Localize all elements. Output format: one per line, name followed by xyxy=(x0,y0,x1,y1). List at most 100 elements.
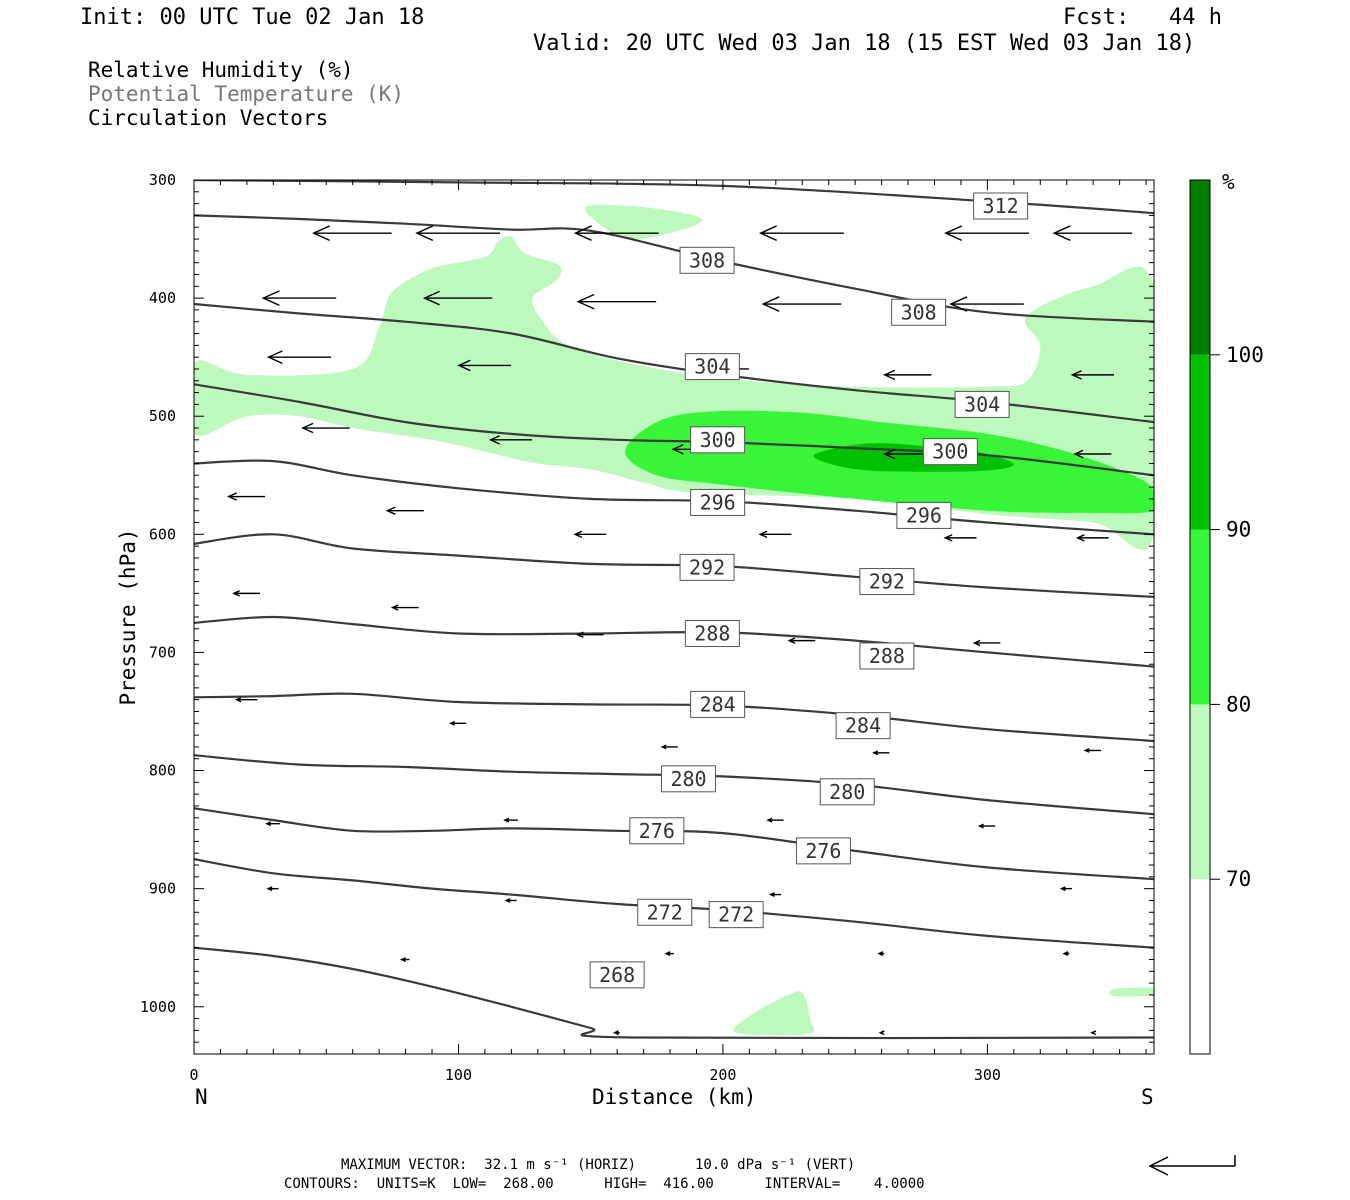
y-tick-label: 500 xyxy=(149,407,176,425)
wind-vector xyxy=(1090,1030,1097,1036)
colorbar-tick-label: 90 xyxy=(1226,518,1251,542)
wind-vector xyxy=(301,422,350,434)
isentrope-label-280: 280 xyxy=(819,778,875,806)
reference-vector-icon xyxy=(1148,1155,1236,1176)
y-tick-label: 600 xyxy=(149,525,176,543)
isentrope-contours xyxy=(194,180,1154,1040)
isentrope-label-300: 300 xyxy=(922,438,978,466)
wind-vector xyxy=(1070,370,1114,380)
isentrope-292 xyxy=(194,533,1154,598)
x-tick-label: 300 xyxy=(974,1066,1001,1084)
colorbar-tick-label: 80 xyxy=(1226,692,1251,716)
isentrope-label-304: 304 xyxy=(684,353,740,381)
wind-vector xyxy=(265,821,280,827)
wind-vector xyxy=(1059,886,1072,892)
svg-text:276: 276 xyxy=(639,819,675,843)
colorbar-tick-label: 100 xyxy=(1226,343,1264,367)
isentrope-label-308: 308 xyxy=(679,246,735,274)
wind-vector xyxy=(768,892,782,897)
svg-text:308: 308 xyxy=(689,248,725,272)
svg-text:276: 276 xyxy=(805,839,841,863)
wind-vector xyxy=(660,744,678,750)
wind-vector xyxy=(399,957,410,962)
wind-vector xyxy=(311,225,392,241)
x-axis-right-end-label: S xyxy=(1141,1085,1154,1109)
y-tick-label: 800 xyxy=(149,762,176,780)
wind-vector xyxy=(457,359,511,372)
svg-text:284: 284 xyxy=(700,692,736,716)
x-axis-title: Distance (km) xyxy=(592,1085,757,1109)
svg-text:292: 292 xyxy=(689,555,725,579)
svg-text:288: 288 xyxy=(869,644,905,668)
isentrope-label-292: 292 xyxy=(859,568,915,596)
wind-vector xyxy=(872,750,890,756)
wind-vector xyxy=(1073,449,1112,459)
wind-vector xyxy=(1075,534,1109,542)
wind-vector xyxy=(266,350,331,364)
wind-vector xyxy=(758,225,844,241)
wind-vector xyxy=(226,492,266,501)
wind-vector xyxy=(944,225,1029,241)
wind-vector xyxy=(390,604,419,611)
isentrope-label-292: 292 xyxy=(679,553,735,581)
wind-vector xyxy=(261,290,337,306)
svg-text:272: 272 xyxy=(647,900,683,924)
wind-vector xyxy=(266,886,279,892)
colorbar: 70 80 90 100 xyxy=(1189,179,1264,1055)
svg-text:284: 284 xyxy=(845,714,881,738)
wind-vector xyxy=(882,369,932,381)
isentrope-label-296: 296 xyxy=(896,501,952,529)
wind-vector xyxy=(1062,951,1070,957)
rh-region-70-80-5 xyxy=(1109,987,1154,997)
svg-text:312: 312 xyxy=(983,194,1019,218)
wind-vector xyxy=(232,590,260,597)
wind-vector xyxy=(234,696,258,703)
wind-vector xyxy=(1052,225,1133,241)
wind-vector xyxy=(448,720,467,726)
valid-time-label: Valid: 20 UTC Wed 03 Jan 18 (15 EST Wed … xyxy=(533,31,1196,56)
wind-vector xyxy=(877,951,885,957)
wind-vector xyxy=(612,1030,620,1036)
isentrope-label-272: 272 xyxy=(637,898,693,926)
y-tick-label: 1000 xyxy=(140,998,176,1016)
x-tick-label: 200 xyxy=(709,1066,736,1084)
x-axis-left-end-label: N xyxy=(195,1085,208,1109)
wind-vector xyxy=(576,293,657,310)
wind-vector xyxy=(761,296,842,312)
wind-vector xyxy=(664,951,674,957)
isentrope-268 xyxy=(194,946,1154,1040)
svg-text:288: 288 xyxy=(694,622,730,646)
wind-vector xyxy=(766,817,784,823)
wind-vector xyxy=(422,290,493,306)
colorbar-swatch xyxy=(1190,180,1210,355)
y-tick-label: 300 xyxy=(149,171,176,189)
svg-text:268: 268 xyxy=(599,963,635,987)
isentrope-308 xyxy=(194,214,1154,323)
isentrope-label-308: 308 xyxy=(891,298,947,326)
isentrope-label-284: 284 xyxy=(835,712,891,740)
relative-humidity-fill xyxy=(194,204,1154,1036)
wind-vector xyxy=(1083,748,1101,753)
colorbar-swatch xyxy=(1190,354,1210,530)
wind-vector xyxy=(573,530,607,539)
isentrope-label-284: 284 xyxy=(690,690,746,718)
svg-text:292: 292 xyxy=(869,570,905,594)
wind-vector xyxy=(385,506,424,515)
isentrope-label-300: 300 xyxy=(690,426,746,454)
isentrope-label-296: 296 xyxy=(690,488,746,516)
isentrope-284 xyxy=(194,692,1154,743)
axes: 300 400 500 600 700 800 900 1000 0 100 200 300 xyxy=(140,171,1154,1084)
isentrope-label-268: 268 xyxy=(589,961,645,989)
isentrope-label-276: 276 xyxy=(795,837,851,865)
isentrope-label-288: 288 xyxy=(859,642,915,670)
y-tick-label: 700 xyxy=(149,643,176,661)
wind-vector xyxy=(573,225,659,241)
colorbar-frame xyxy=(1189,179,1211,1055)
x-tick-label: 0 xyxy=(189,1066,198,1084)
rh-region-70-80-4 xyxy=(733,991,815,1036)
isentrope-276 xyxy=(194,807,1154,881)
y-axis-title: Pressure (hPa) xyxy=(116,528,140,706)
y-tick-label: 900 xyxy=(149,880,176,898)
wind-vector xyxy=(503,817,518,823)
